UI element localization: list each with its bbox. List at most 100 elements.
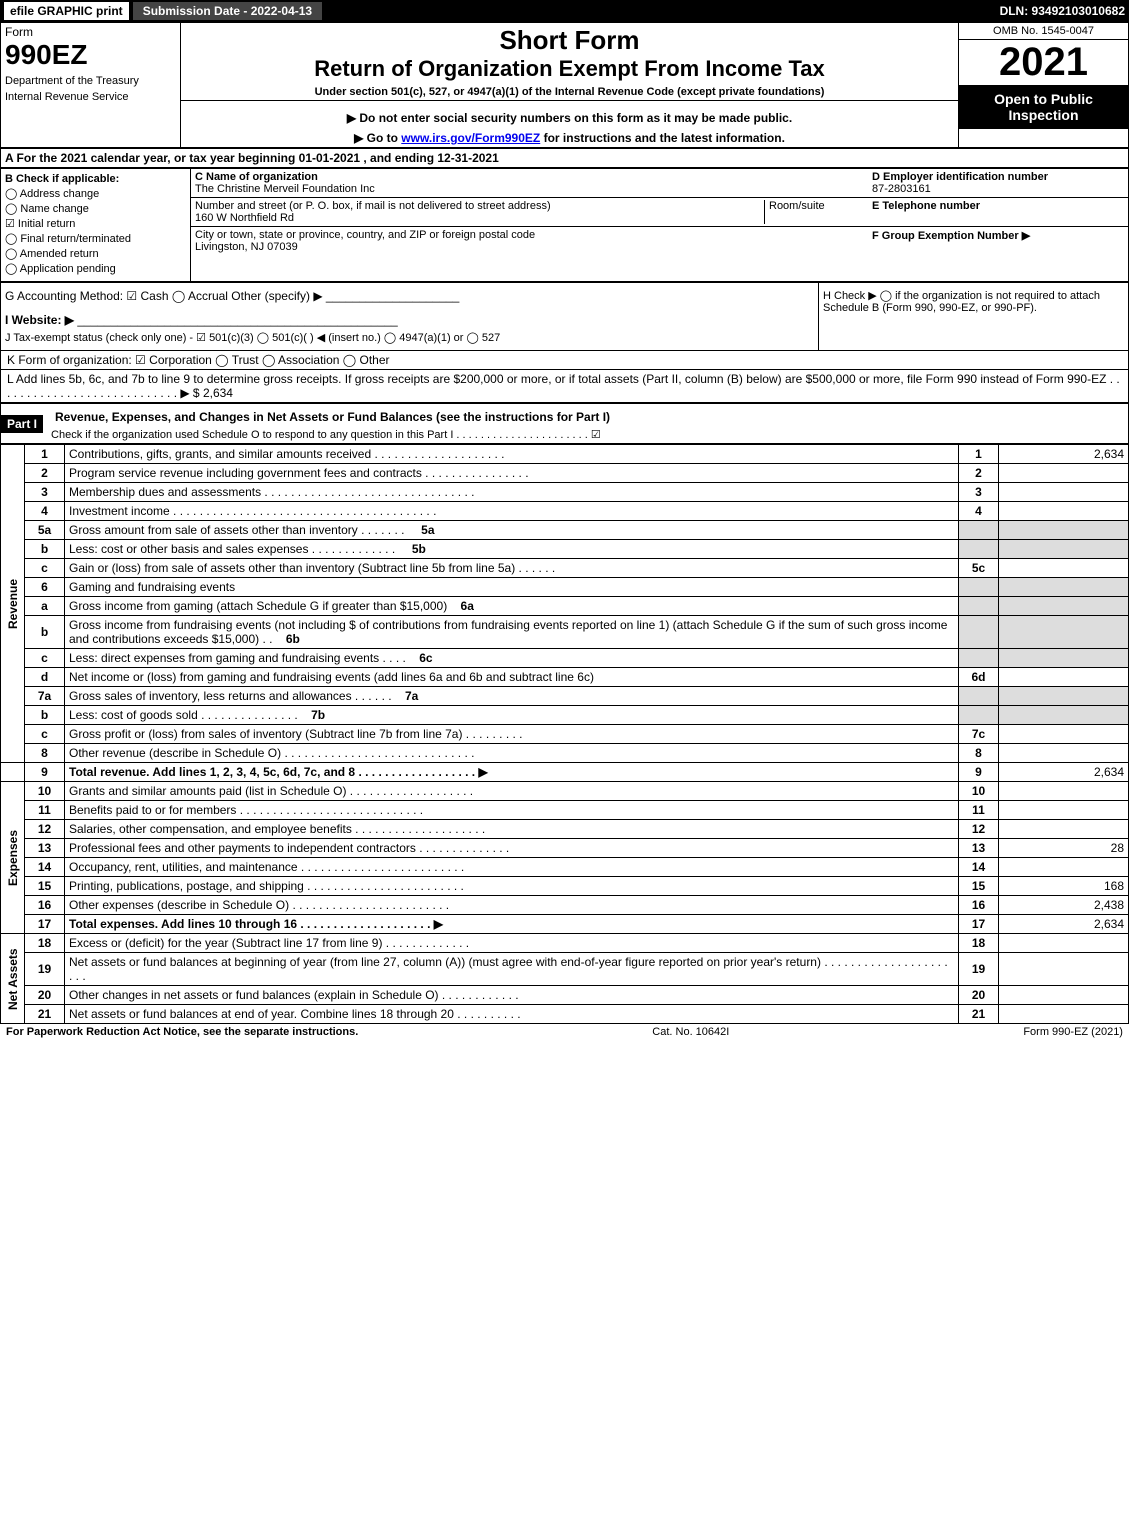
return-title: Return of Organization Exempt From Incom… [185,56,954,82]
dept-treasury: Department of the Treasury [5,75,176,87]
line-box: 11 [959,801,999,820]
line-desc: Gross profit or (loss) from sales of inv… [65,725,959,744]
line-num: 5a [25,521,65,540]
part1-grid: Revenue 1 Contributions, gifts, grants, … [0,444,1129,1024]
check-address-change[interactable]: ◯ Address change [5,187,186,200]
section-g: G Accounting Method: ☑ Cash ◯ Accrual Ot… [5,289,814,303]
line-box: 10 [959,782,999,801]
line-desc: Gaming and fundraising events [65,578,959,597]
line-box: 18 [959,934,999,953]
form-word: Form [5,25,176,39]
line-num: c [25,725,65,744]
line-amt [999,934,1129,953]
check-application-pending[interactable]: ◯ Application pending [5,262,186,275]
line-desc: Total expenses. Add lines 10 through 16 … [65,915,959,934]
line-box: 16 [959,896,999,915]
line-num: 15 [25,877,65,896]
line-num: 21 [25,1005,65,1024]
line-amt-shade [999,687,1129,706]
form-left-cell: Form 990EZ Department of the Treasury In… [1,23,181,148]
ein: 87-2803161 [872,183,931,195]
line-box-shade [959,687,999,706]
line-amt-shade [999,578,1129,597]
line-desc: Investment income . . . . . . . . . . . … [65,502,959,521]
line-num: 3 [25,483,65,502]
room-suite-label: Room/suite [764,200,864,224]
line-amt-shade [999,649,1129,668]
line-num: 1 [25,445,65,464]
goto-post: for instructions and the latest informat… [540,131,785,145]
line-amt [999,502,1129,521]
line-box-shade [959,649,999,668]
line-amt: 2,634 [999,445,1129,464]
group-exemption-label: F Group Exemption Number ▶ [872,230,1030,242]
line-amt: 168 [999,877,1129,896]
line-num: b [25,540,65,559]
line-desc: Benefits paid to or for members . . . . … [65,801,959,820]
line-box-shade [959,578,999,597]
line-num: 11 [25,801,65,820]
line-box: 14 [959,858,999,877]
irs-link[interactable]: www.irs.gov/Form990EZ [401,131,540,145]
line-amt-shade [999,616,1129,649]
line-num: 10 [25,782,65,801]
line-box: 5c [959,559,999,578]
line-num: 18 [25,934,65,953]
line-num: c [25,649,65,668]
check-amended-return[interactable]: ◯ Amended return [5,247,186,260]
line-desc: Net assets or fund balances at beginning… [65,953,959,986]
line-num: 20 [25,986,65,1005]
efile-label: efile GRAPHIC print [4,2,129,20]
section-k: K Form of organization: ☑ Corporation ◯ … [0,351,1129,370]
form-number: 990EZ [5,39,176,71]
line-box: 19 [959,953,999,986]
line-amt: 2,634 [999,763,1129,782]
line-box: 4 [959,502,999,521]
group-exemption-block: F Group Exemption Number ▶ [868,227,1128,244]
line-num: 19 [25,953,65,986]
line-num: 17 [25,915,65,934]
line-amt [999,559,1129,578]
line-num: 16 [25,896,65,915]
section-b-c-d: B Check if applicable: ◯ Address change … [0,168,1129,282]
line-amt-shade [999,597,1129,616]
city: Livingston, NJ 07039 [195,241,298,253]
section-b-col: B Check if applicable: ◯ Address change … [1,169,191,281]
line-box: 13 [959,839,999,858]
paperwork-notice: For Paperwork Reduction Act Notice, see … [6,1026,358,1038]
cat-no: Cat. No. 10642I [652,1026,729,1038]
street-block: Number and street (or P. O. box, if mail… [191,198,868,227]
line-num: c [25,559,65,578]
line-desc: Program service revenue including govern… [65,464,959,483]
header-table: Form 990EZ Department of the Treasury In… [0,22,1129,148]
line-box-shade [959,540,999,559]
line-box: 17 [959,915,999,934]
line-box: 12 [959,820,999,839]
phone-label: E Telephone number [872,200,980,212]
street-label: Number and street (or P. O. box, if mail… [195,200,551,212]
line-num: b [25,616,65,649]
check-final-return[interactable]: ◯ Final return/terminated [5,232,186,245]
line-desc: Other expenses (describe in Schedule O) … [65,896,959,915]
check-name-change[interactable]: ◯ Name change [5,202,186,215]
line-desc: Salaries, other compensation, and employ… [65,820,959,839]
line-desc: Less: cost or other basis and sales expe… [65,540,959,559]
line-amt [999,782,1129,801]
org-name: The Christine Merveil Foundation Inc [195,183,375,195]
phone-block: E Telephone number [868,198,1128,227]
line-desc: Less: direct expenses from gaming and fu… [65,649,959,668]
line-amt [999,464,1129,483]
line-amt-shade [999,521,1129,540]
line-box: 3 [959,483,999,502]
check-initial-return[interactable]: ☑ Initial return [5,217,186,230]
line-amt [999,986,1129,1005]
line-num: 8 [25,744,65,763]
line-desc: Excess or (deficit) for the year (Subtra… [65,934,959,953]
section-b-label: B Check if applicable: [5,173,186,185]
instructions-cell: ▶ Do not enter social security numbers o… [181,101,959,148]
section-a: A For the 2021 calendar year, or tax yea… [0,148,1129,168]
city-block: City or town, state or province, country… [191,227,868,255]
section-l: L Add lines 5b, 6c, and 7b to line 9 to … [0,370,1129,403]
section-h: H Check ▶ ◯ if the organization is not r… [818,283,1128,350]
section-j: J Tax-exempt status (check only one) - ☑… [5,331,814,344]
